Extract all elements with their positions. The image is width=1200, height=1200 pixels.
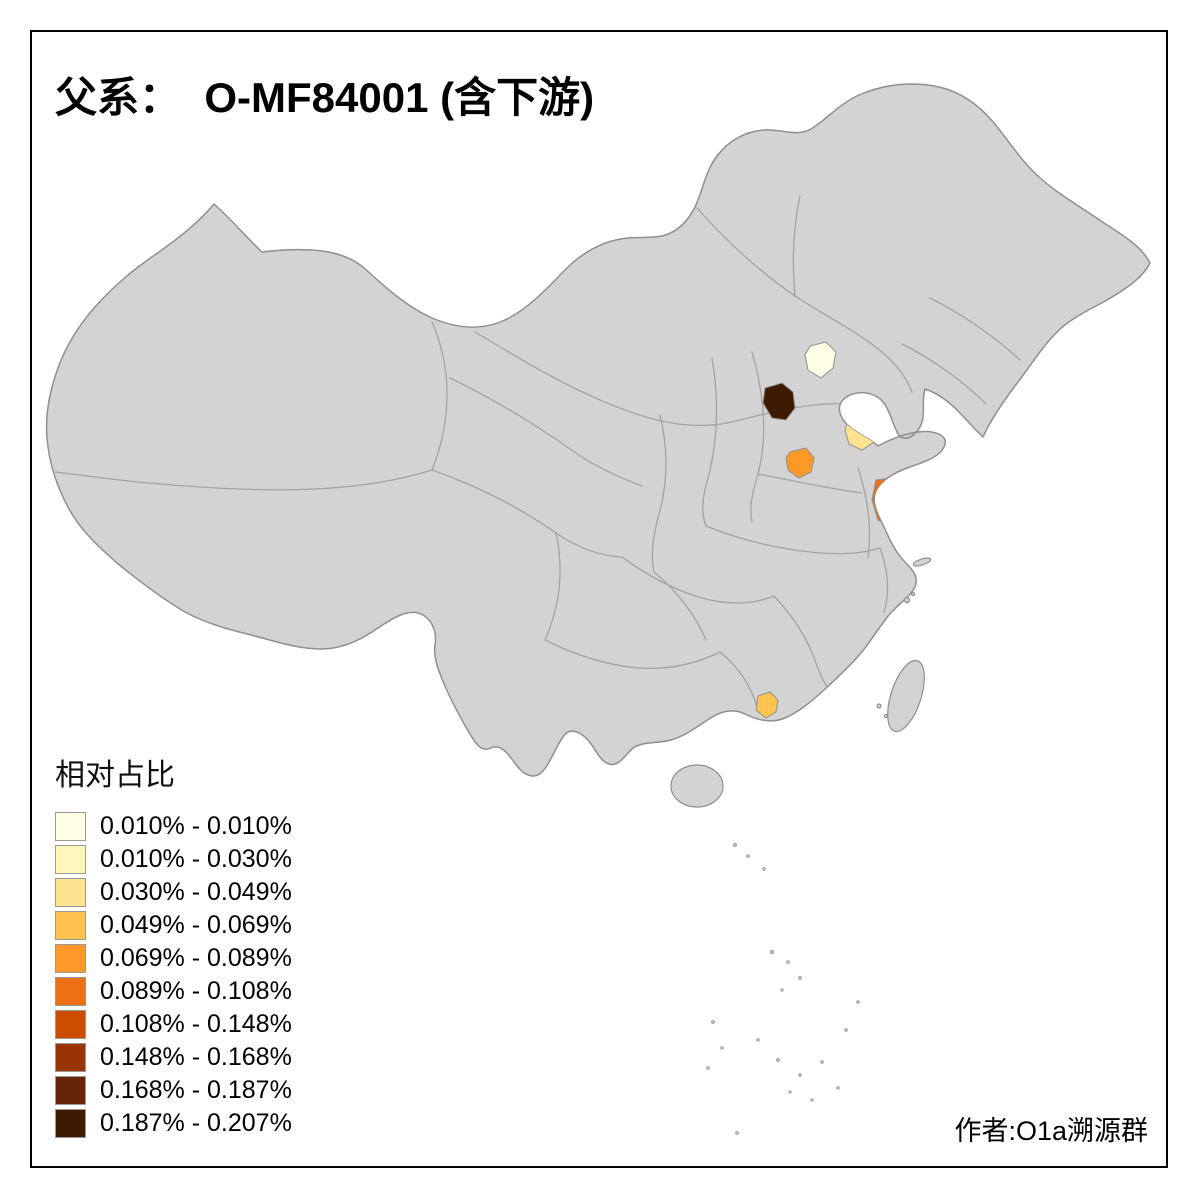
- legend-item: 0.010% - 0.010%: [55, 812, 292, 841]
- author-credit: 作者:O1a溯源群: [954, 1116, 1148, 1146]
- hainan-island: [670, 764, 724, 808]
- legend: 相对占比 0.010% - 0.010% 0.010% - 0.030% 0.0…: [55, 750, 292, 1142]
- taiwan-island: [887, 659, 925, 733]
- legend-swatch: [55, 977, 86, 1006]
- legend-item: 0.187% - 0.207%: [55, 1109, 292, 1138]
- zhoushan-island: [903, 596, 911, 604]
- legend-label: 0.010% - 0.030%: [100, 845, 292, 873]
- legend-swatch: [55, 1109, 86, 1138]
- region-north-henan-area: [785, 447, 815, 479]
- coastal-islet: [910, 591, 916, 597]
- legend-swatch: [55, 878, 86, 907]
- legend-swatch: [55, 1076, 86, 1105]
- legend-swatch: [55, 1043, 86, 1072]
- legend-item: 0.049% - 0.069%: [55, 911, 292, 940]
- legend-label: 0.049% - 0.069%: [100, 911, 292, 939]
- legend-swatch: [55, 911, 86, 940]
- legend-label: 0.168% - 0.187%: [100, 1076, 292, 1104]
- south-china-sea-islands: [706, 842, 860, 1135]
- legend-swatch: [55, 845, 86, 874]
- legend-label: 0.108% - 0.148%: [100, 1010, 292, 1038]
- region-central-hebei-area: [762, 382, 796, 421]
- legend-label: 0.187% - 0.207%: [100, 1109, 292, 1137]
- legend-label: 0.148% - 0.168%: [100, 1043, 292, 1071]
- legend-item: 0.069% - 0.089%: [55, 944, 292, 973]
- legend-item: 0.089% - 0.108%: [55, 977, 292, 1006]
- legend-label: 0.030% - 0.049%: [100, 878, 292, 906]
- legend-item: 0.108% - 0.148%: [55, 1010, 292, 1039]
- china-mainland: [45, 83, 1151, 777]
- legend-swatch: [55, 1010, 86, 1039]
- legend-item: 0.030% - 0.049%: [55, 878, 292, 907]
- legend-item: 0.168% - 0.187%: [55, 1076, 292, 1105]
- legend-swatch: [55, 812, 86, 841]
- chongming-island: [912, 557, 932, 567]
- coastal-islet: [876, 703, 882, 709]
- legend-label: 0.089% - 0.108%: [100, 977, 292, 1005]
- islands: [670, 557, 932, 808]
- legend-label: 0.010% - 0.010%: [100, 812, 292, 840]
- coastal-islet: [883, 713, 889, 719]
- legend-item: 0.010% - 0.030%: [55, 845, 292, 874]
- province-borders: [55, 195, 1021, 711]
- legend-label: 0.069% - 0.089%: [100, 944, 292, 972]
- region-pearl-delta-area: [755, 691, 779, 719]
- legend-swatch: [55, 944, 86, 973]
- region-beijing-area: [804, 341, 837, 379]
- legend-title: 相对占比: [55, 759, 175, 792]
- figure-title: 父系： O-MF84001 (含下游): [55, 74, 595, 121]
- legend-item: 0.148% - 0.168%: [55, 1043, 292, 1072]
